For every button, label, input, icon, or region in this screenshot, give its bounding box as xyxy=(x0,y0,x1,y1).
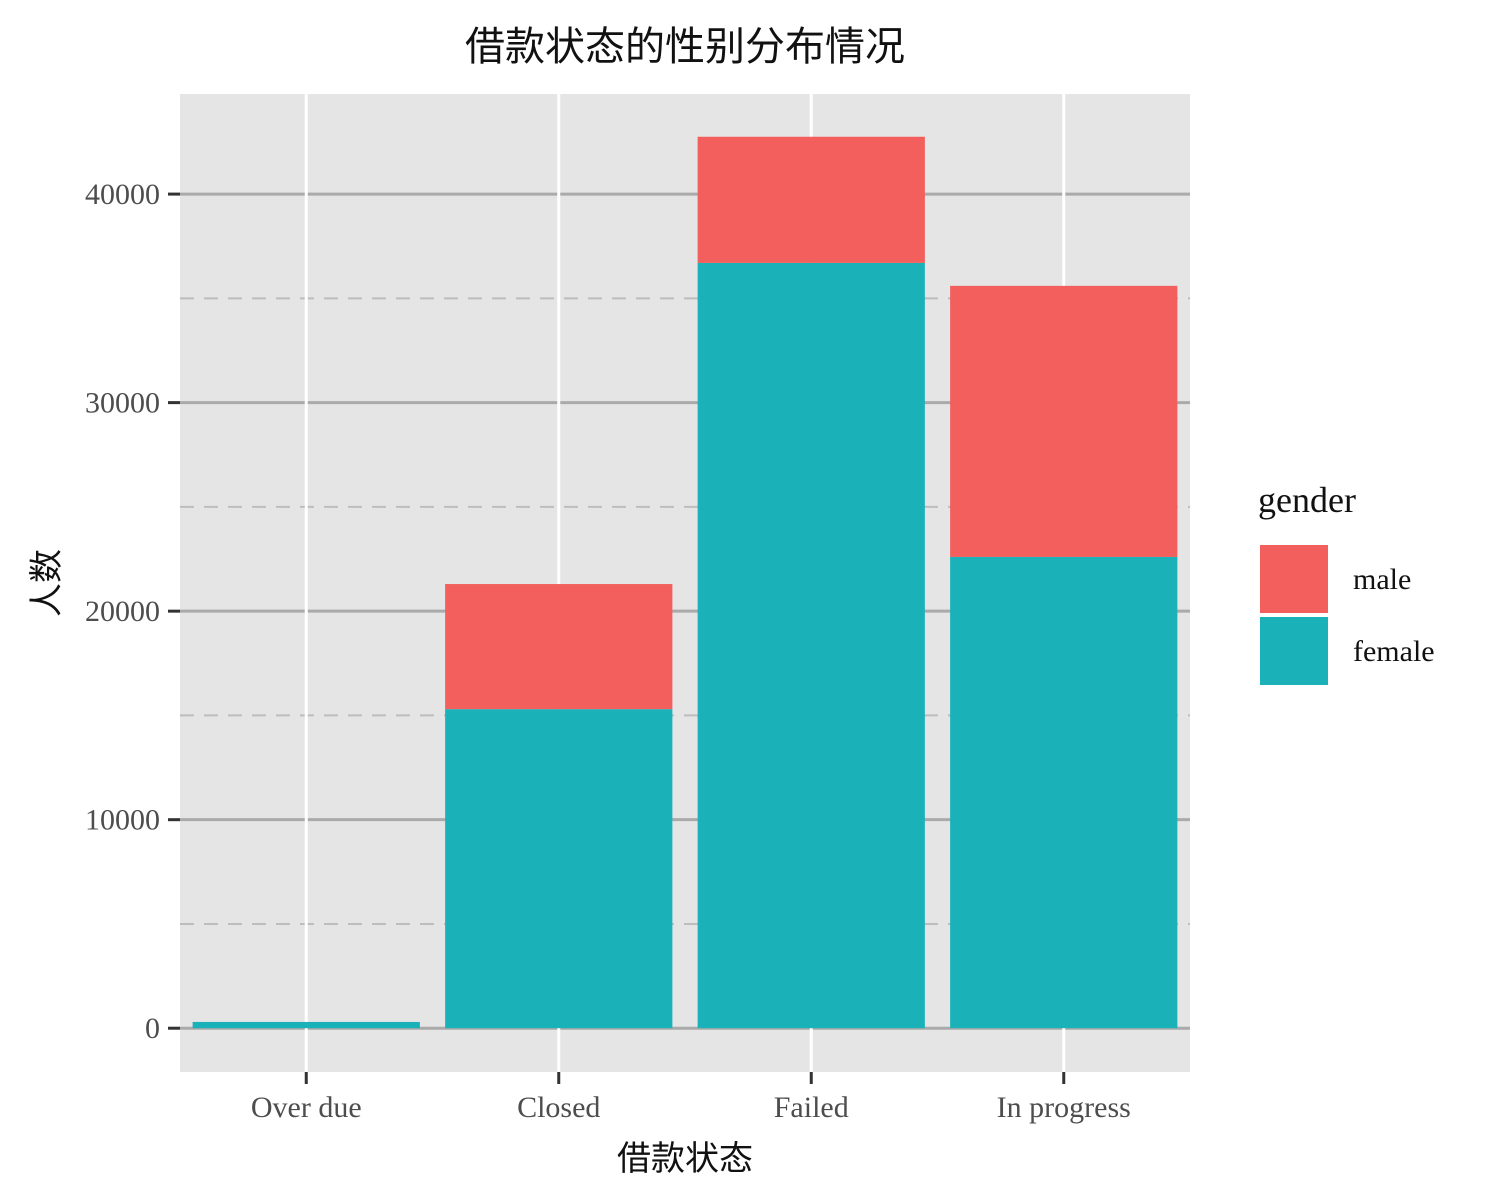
bar-segment-male xyxy=(697,136,925,263)
bar-segment-male xyxy=(950,285,1178,557)
axis-layer: 0 10000 20000 30000 40000 Over due Closed Faile… xyxy=(85,178,1131,1124)
y-tick-label: 10000 xyxy=(85,804,160,837)
y-tick-label: 20000 xyxy=(85,595,160,628)
bar-segment-female xyxy=(950,556,1178,1029)
x-tick-label: In progress xyxy=(997,1091,1131,1124)
x-axis-title: 借款状态 xyxy=(617,1139,753,1179)
legend-swatch-female xyxy=(1260,617,1328,685)
x-tick-label: Over due xyxy=(251,1091,362,1124)
legend-title: gender xyxy=(1258,480,1356,520)
legend-swatch-male xyxy=(1260,545,1328,613)
y-tick-label: 0 xyxy=(145,1012,160,1045)
y-tick-label: 30000 xyxy=(85,387,160,420)
legend: gender male female xyxy=(1258,480,1435,685)
y-tick-label: 40000 xyxy=(85,178,160,211)
bar-segment-female xyxy=(445,709,673,1029)
legend-label-male: male xyxy=(1353,563,1411,596)
bar-segment-male xyxy=(445,584,673,710)
bar-segment-female xyxy=(697,262,925,1029)
chart-title: 借款状态的性别分布情况 xyxy=(465,24,905,70)
bar-segment-female xyxy=(192,1021,420,1029)
y-axis-title: 人数 xyxy=(27,549,67,617)
x-tick-label: Closed xyxy=(517,1091,600,1124)
x-tick-label: Failed xyxy=(774,1091,849,1124)
bars-layer xyxy=(192,136,1178,1029)
legend-label-female: female xyxy=(1353,635,1435,668)
